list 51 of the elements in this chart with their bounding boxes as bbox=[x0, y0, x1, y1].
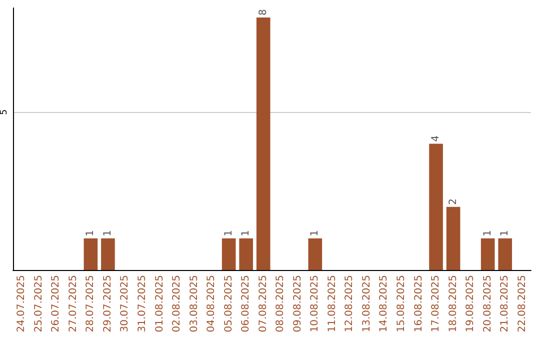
x-tick-label: 15.08.2025 bbox=[396, 275, 407, 332]
x-tick-label: 11.08.2025 bbox=[326, 275, 338, 332]
x-tick-label: 03.08.2025 bbox=[188, 275, 200, 332]
x-tick-label: 28.07.2025 bbox=[85, 275, 96, 332]
bar bbox=[101, 238, 115, 270]
x-tick-label: 25.07.2025 bbox=[33, 275, 44, 332]
x-tick-label: 20.08.2025 bbox=[482, 275, 494, 332]
x-tick-label: 01.08.2025 bbox=[154, 275, 166, 332]
x-tick-label: 14.08.2025 bbox=[378, 275, 390, 332]
x-tick-label: 29.07.2025 bbox=[102, 275, 114, 332]
x-tick-label: 16.08.2025 bbox=[413, 275, 424, 332]
x-tick-label: 08.08.2025 bbox=[275, 275, 286, 332]
x-tick-label: 31.07.2025 bbox=[137, 275, 148, 332]
x-tick-label: 24.07.2025 bbox=[16, 275, 28, 332]
data-label: 1 bbox=[482, 230, 494, 236]
y-tick-label: 5 bbox=[0, 109, 10, 116]
data-label: 4 bbox=[430, 135, 442, 142]
x-tick-label: 22.08.2025 bbox=[516, 275, 528, 332]
bar bbox=[480, 238, 495, 270]
bar bbox=[308, 238, 322, 270]
x-tick-label: 02.08.2025 bbox=[172, 275, 183, 332]
x-tick-label: 05.08.2025 bbox=[223, 275, 234, 332]
x-tick-label: 26.07.2025 bbox=[50, 275, 62, 332]
data-label: 1 bbox=[102, 230, 114, 236]
x-tick-label: 19.08.2025 bbox=[465, 275, 476, 332]
bar bbox=[446, 206, 460, 270]
x-tick-label: 06.08.2025 bbox=[240, 275, 252, 332]
data-label: 1 bbox=[500, 230, 511, 236]
bar bbox=[222, 238, 236, 270]
x-tick-label: 04.08.2025 bbox=[206, 275, 218, 332]
data-label: 1 bbox=[223, 230, 234, 236]
data-label: 1 bbox=[240, 230, 252, 236]
x-tick-label: 17.08.2025 bbox=[430, 275, 442, 332]
bar bbox=[84, 238, 98, 270]
x-tick-label: 10.08.2025 bbox=[310, 275, 321, 332]
x-tick-label: 30.07.2025 bbox=[120, 275, 131, 332]
x-tick-label: 12.08.2025 bbox=[344, 275, 356, 332]
x-tick-label: 21.08.2025 bbox=[500, 275, 511, 332]
bar bbox=[429, 144, 443, 270]
x-tick-label: 18.08.2025 bbox=[448, 275, 459, 332]
bar bbox=[498, 238, 512, 270]
x-tick-label: 27.07.2025 bbox=[68, 275, 79, 332]
data-label: 2 bbox=[448, 198, 459, 205]
x-tick-label: 09.08.2025 bbox=[292, 275, 304, 332]
x-tick-label: 13.08.2025 bbox=[361, 275, 372, 332]
bar bbox=[239, 238, 254, 270]
data-label: 8 bbox=[258, 9, 269, 16]
data-label: 1 bbox=[85, 230, 96, 236]
x-tick-label: 07.08.2025 bbox=[258, 275, 269, 332]
data-label: 1 bbox=[310, 230, 321, 236]
bar bbox=[256, 17, 270, 270]
